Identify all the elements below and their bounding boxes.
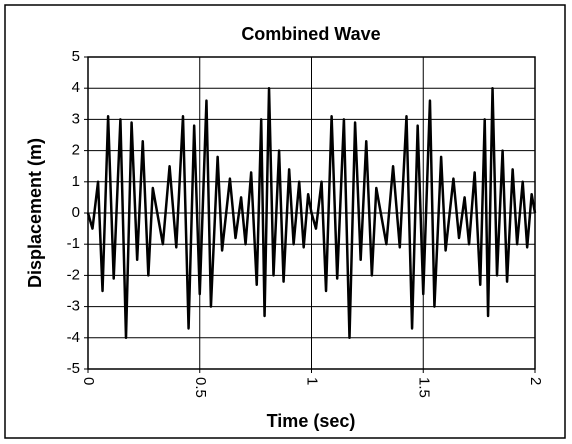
x-tick-label: 2 [527,377,544,385]
chart-title: Combined Wave [241,24,380,44]
y-tick-label: 0 [72,204,80,221]
x-tick-label: 1 [304,377,321,385]
x-tick-label: 0.5 [192,377,209,398]
y-tick-label: 2 [72,142,80,159]
x-tick-label: 1.5 [415,377,432,398]
y-tick-label: -1 [67,235,80,252]
y-tick-label: 3 [72,110,80,127]
x-axis-label: Time (sec) [267,411,356,431]
y-tick-label: -2 [67,266,80,283]
y-tick-label: 1 [72,173,80,190]
y-axis-label: Displacement (m) [25,138,45,288]
y-tick-label: -3 [67,298,80,315]
y-tick-label: 5 [72,48,80,65]
line-series [86,86,537,340]
y-tick-label: -5 [67,360,80,377]
y-tick-label: 4 [72,79,80,96]
y-tick-label: -4 [67,329,80,346]
x-tick-label: 0 [80,377,97,385]
